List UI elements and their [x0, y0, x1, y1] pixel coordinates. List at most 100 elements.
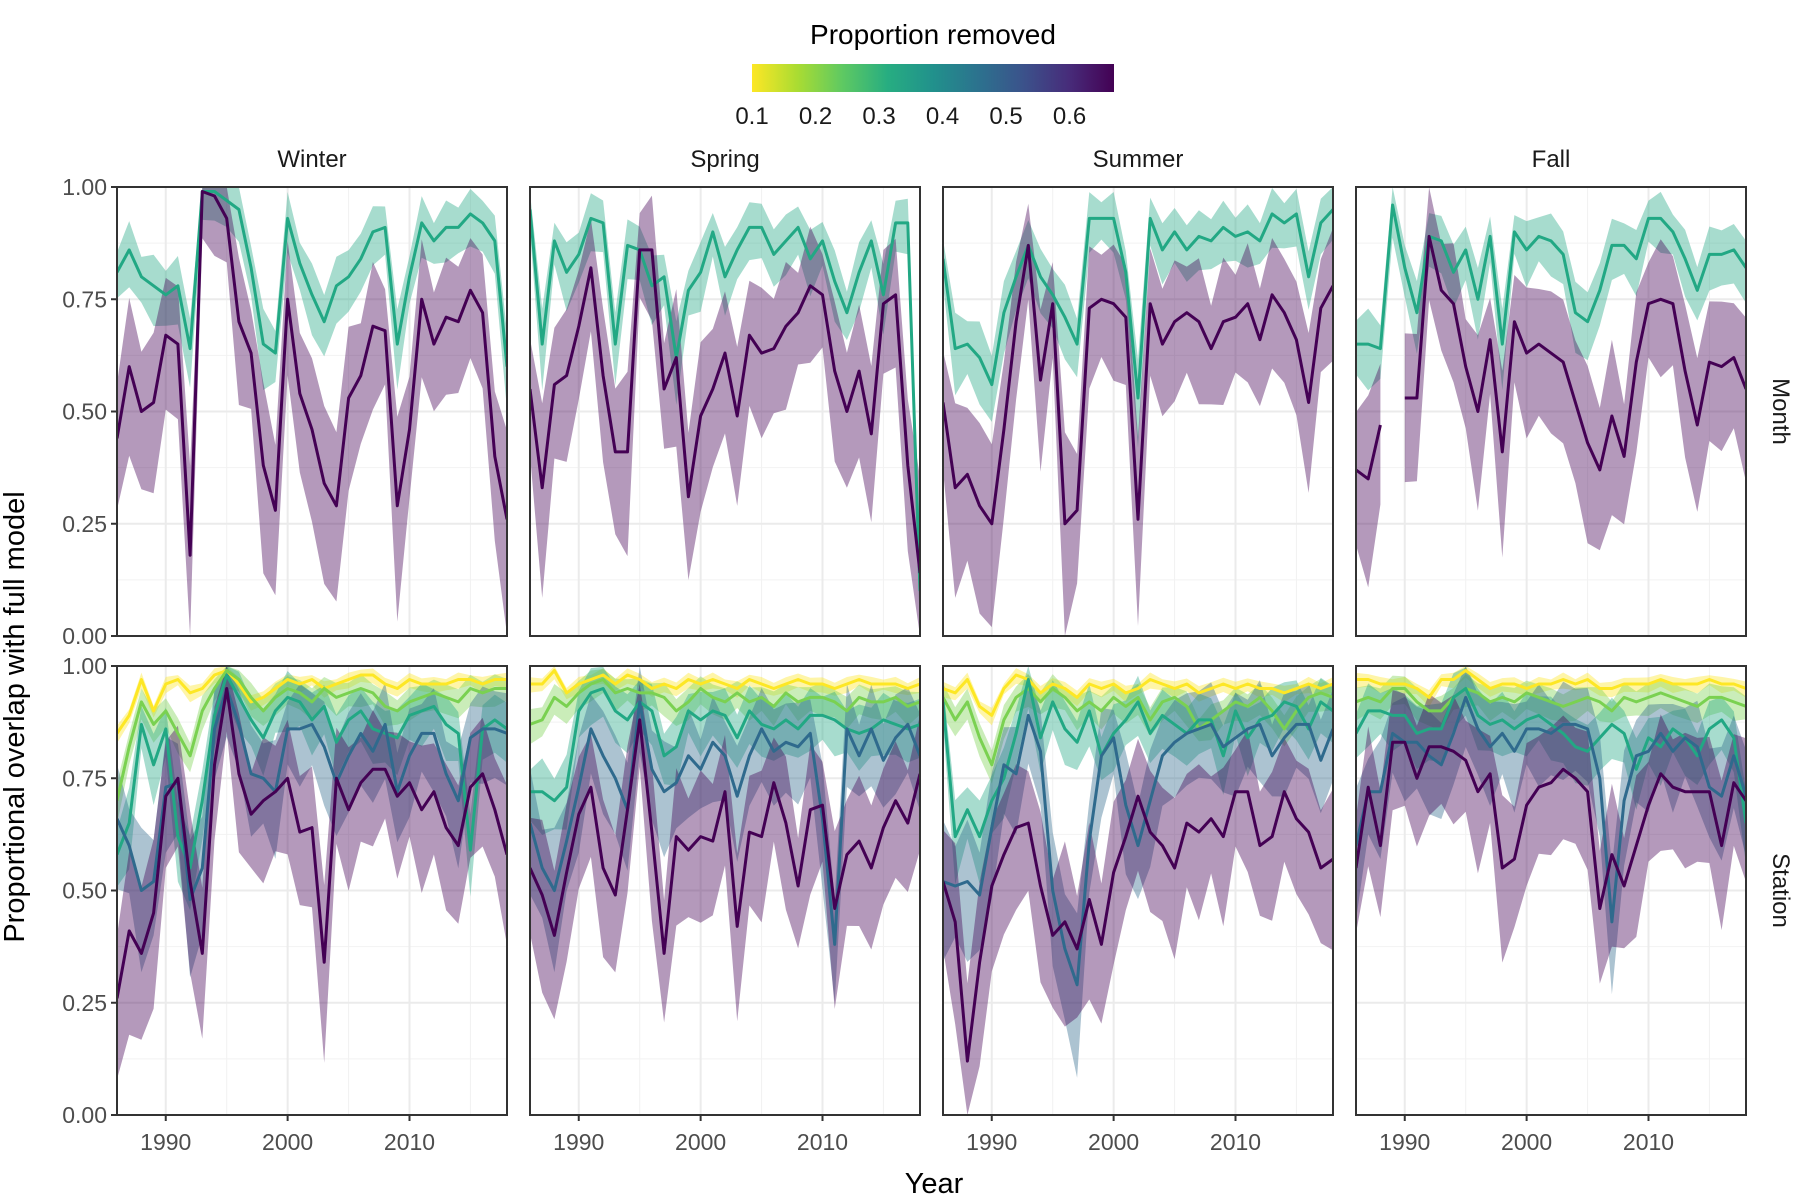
legend-colorbar: [752, 64, 1114, 92]
ribbon-removed-0-1: [943, 668, 1333, 726]
x-tick-label: 2010: [1210, 1129, 1261, 1155]
series-line-removed-0-1: [530, 669, 920, 695]
ribbon-removed-0-3: [1356, 187, 1746, 391]
series-line-removed-0-65: [530, 248, 920, 574]
legend-tick-label: 0.3: [862, 103, 895, 130]
y-tick-label: 0.75: [62, 765, 107, 791]
series-line-removed-0-3: [943, 208, 1333, 400]
x-axis-title: Year: [905, 1168, 964, 1200]
ribbon-removed-0-65: [1356, 690, 1746, 984]
y-tick-label: 0.75: [62, 286, 107, 312]
x-tick-label: 2010: [1623, 1129, 1674, 1155]
panel-border: [1355, 665, 1747, 1116]
series-line-removed-0-3: [1356, 687, 1746, 824]
ribbon-removed-0-2: [117, 666, 507, 825]
x-tick-label: 2000: [262, 1129, 313, 1155]
series-line-removed-0-65: [530, 718, 920, 955]
ribbon-removed-0-45: [943, 678, 1333, 1078]
strip-label-month: Month: [1767, 378, 1794, 445]
x-tick-label: 2010: [384, 1129, 435, 1155]
y-tick-label: 0.25: [62, 511, 107, 537]
panel-spring-station: [529, 665, 921, 1116]
series-line-removed-0-45: [1356, 695, 1746, 924]
series-line-removed-0-2: [117, 669, 507, 802]
panel-winter-station: [116, 665, 508, 1116]
panel-border: [942, 186, 1334, 637]
axes: 0.00 0.25 0.50 0.75 1.00 0.00 0.25 0.50 0.75 1.00…: [62, 174, 1674, 1155]
x-tick-label: 2010: [797, 1129, 848, 1155]
x-tick-label: 2000: [1501, 1129, 1552, 1155]
series-line-removed-0-1: [943, 673, 1333, 717]
y-tick-label: 0.50: [62, 878, 107, 904]
panel-winter-month: [116, 186, 508, 637]
ribbon-removed-0-65: [943, 730, 1333, 1115]
ribbon-removed-0-3: [943, 666, 1333, 885]
ribbon-removed-0-3: [943, 187, 1333, 448]
ribbon-removed-0-65: [943, 203, 1333, 636]
panel-summer-month: [942, 186, 1334, 637]
series-line-removed-0-3: [117, 673, 507, 870]
color-legend: Proportion removed 0.1 0.2 0.3 0.4 0.5 0.6: [735, 19, 1114, 130]
y-tick-label: 0.00: [62, 623, 107, 649]
panel-summer-station: [942, 665, 1334, 1116]
ribbon-removed-0-65: [117, 187, 507, 636]
facet-strips: Winter Spring Summer Fall Month Station: [277, 146, 1794, 928]
x-tick-label: 2000: [1088, 1129, 1139, 1155]
ribbon-removed-0-65: [530, 684, 920, 1023]
panel-border: [529, 665, 921, 1116]
strip-label-station: Station: [1767, 853, 1794, 928]
ribbon-removed-0-3: [1356, 667, 1746, 865]
strip-label-summer: Summer: [1093, 146, 1184, 173]
legend-title: Proportion removed: [810, 19, 1056, 50]
legend-tick-label: 0.2: [799, 103, 832, 130]
ribbon-removed-0-3: [530, 192, 920, 636]
strip-label-fall: Fall: [1532, 146, 1571, 173]
y-tick-label: 0.50: [62, 399, 107, 425]
series-line-removed-0-2: [943, 687, 1333, 767]
x-tick-label: 1990: [966, 1129, 1017, 1155]
series-line-removed-0-3: [530, 687, 920, 803]
panel-fall-station: [1355, 665, 1747, 1116]
series-line-removed-0-65: [943, 243, 1333, 526]
legend-tick-label: 0.1: [735, 103, 768, 130]
series-line-removed-0-45: [943, 713, 1333, 987]
panel-spring-month: [529, 186, 921, 637]
ribbon-removed-0-65: [1404, 187, 1746, 558]
series-line-removed-0-3: [530, 209, 920, 592]
series-line-removed-0-65: [943, 790, 1333, 1063]
legend-tick-label: 0.4: [926, 103, 959, 130]
ribbon-removed-0-1: [117, 666, 507, 744]
ribbon-removed-0-65: [530, 195, 920, 636]
panel-border: [529, 186, 921, 637]
x-tick-label: 1990: [140, 1129, 191, 1155]
y-axis-title: Proportional overlap with full model: [0, 491, 31, 942]
ribbon-removed-0-45: [1356, 666, 1746, 995]
series-line-removed-0-2: [530, 678, 920, 726]
series-line-removed-0-45: [530, 700, 920, 946]
series-line-removed-0-65: [117, 190, 507, 557]
y-tick-label: 1.00: [62, 174, 107, 200]
facet-panels: [116, 186, 1747, 1116]
strip-label-spring: Spring: [690, 146, 759, 173]
ribbon-removed-0-3: [530, 666, 920, 835]
x-tick-label: 1990: [553, 1129, 604, 1155]
series-line-removed-0-65: [117, 687, 507, 999]
series-line-removed-0-3: [1356, 203, 1746, 351]
y-tick-label: 0.25: [62, 990, 107, 1016]
series-line-removed-0-65: [1356, 740, 1746, 910]
x-tick-label: 1990: [1379, 1129, 1430, 1155]
panel-border: [1355, 186, 1747, 637]
series-line-removed-0-3: [943, 678, 1333, 839]
panel-fall-month: [1355, 186, 1747, 637]
panel-border: [942, 665, 1334, 1116]
series-line-removed-0-1: [1356, 669, 1746, 699]
y-tick-label: 1.00: [62, 653, 107, 679]
legend-tick-label: 0.5: [989, 103, 1022, 130]
strip-label-winter: Winter: [277, 146, 346, 173]
series-line-removed-0-1: [117, 669, 507, 735]
ribbon-removed-0-3: [117, 187, 507, 411]
series-line-removed-0-2: [1356, 687, 1746, 713]
x-tick-label: 2000: [675, 1129, 726, 1155]
y-tick-label: 0.00: [62, 1102, 107, 1128]
